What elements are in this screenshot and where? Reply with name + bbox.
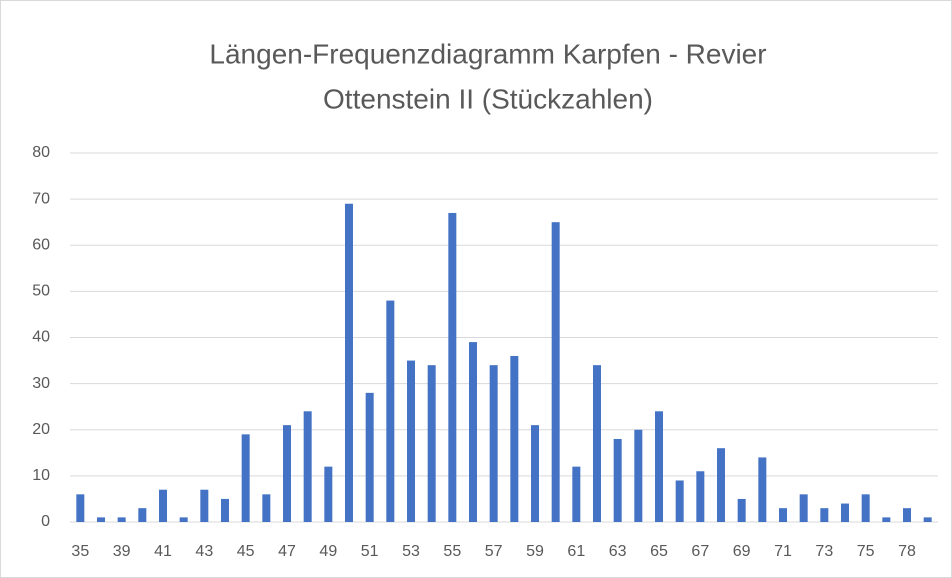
- bar: [531, 425, 539, 522]
- x-tick-label: 49: [319, 543, 337, 560]
- x-tick-label: 59: [526, 543, 544, 560]
- x-tick-label: 57: [485, 543, 503, 560]
- bar: [138, 508, 147, 522]
- bar: [841, 503, 849, 522]
- x-tick-label: 43: [195, 543, 213, 560]
- y-tick-label: 10: [32, 467, 50, 484]
- bar: [262, 494, 271, 522]
- y-tick-label: 60: [32, 236, 50, 253]
- x-tick-label: 47: [278, 543, 296, 560]
- x-tick-label: 75: [857, 543, 875, 560]
- x-tick-label: 67: [691, 543, 709, 560]
- bar: [510, 355, 519, 522]
- bar: [303, 411, 312, 522]
- bar: [613, 438, 622, 522]
- x-tick-label: 78: [898, 543, 916, 560]
- x-tick-label: 55: [443, 543, 461, 560]
- bar: [117, 517, 126, 522]
- bar: [593, 365, 601, 522]
- bar: [675, 480, 684, 522]
- y-tick-label: 30: [32, 375, 50, 392]
- bar: [737, 498, 746, 522]
- bar: [655, 411, 663, 522]
- x-tick-label: 65: [650, 543, 668, 560]
- y-tick-label: 80: [32, 144, 50, 161]
- chart-title: Ottenstein II (Stückzahlen): [323, 83, 653, 114]
- chart-title: Längen-Frequenzdiagramm Karpfen - Revier: [209, 38, 766, 69]
- y-tick-label: 20: [32, 421, 50, 438]
- bar: [324, 466, 333, 522]
- x-tick-label: 63: [609, 543, 627, 560]
- x-tick-label: 61: [567, 543, 585, 560]
- bar: [758, 457, 767, 522]
- x-tick-label: 39: [113, 543, 131, 560]
- bar: [469, 342, 477, 522]
- bar: [200, 489, 209, 522]
- bar: [407, 360, 415, 522]
- bar: [386, 300, 395, 522]
- x-tick-label: 73: [815, 543, 833, 560]
- y-tick-label: 0: [41, 513, 50, 530]
- bar: [76, 494, 85, 522]
- bar: [489, 365, 498, 522]
- bar: [179, 517, 188, 522]
- bar: [820, 508, 829, 522]
- x-tick-label: 53: [402, 543, 420, 560]
- bar: [903, 508, 911, 522]
- x-tick-label: 45: [237, 543, 255, 560]
- x-tick-label: 51: [361, 543, 379, 560]
- y-tick-label: 40: [32, 329, 50, 346]
- x-tick-label: 35: [71, 543, 89, 560]
- y-tick-label: 50: [32, 283, 50, 300]
- bar: [283, 425, 291, 522]
- bar: [241, 434, 250, 522]
- bar: [551, 222, 560, 522]
- bar: [717, 448, 725, 522]
- bar: [97, 517, 105, 522]
- x-tick-label: 41: [154, 543, 172, 560]
- bar: [799, 494, 808, 522]
- bar: [779, 508, 787, 522]
- bar: [923, 517, 932, 522]
- bar: [345, 203, 353, 523]
- bar: [572, 466, 581, 522]
- bar: [365, 392, 374, 522]
- x-tick-label: 69: [733, 543, 751, 560]
- bar: [634, 429, 643, 522]
- bar: [159, 489, 167, 522]
- x-tick-label: 71: [774, 543, 792, 560]
- bar: [221, 498, 229, 522]
- y-tick-label: 70: [32, 190, 50, 207]
- bar: [882, 517, 891, 522]
- bar: [448, 212, 457, 522]
- bar: [861, 494, 870, 522]
- bar: [696, 471, 705, 522]
- bar: [427, 365, 436, 522]
